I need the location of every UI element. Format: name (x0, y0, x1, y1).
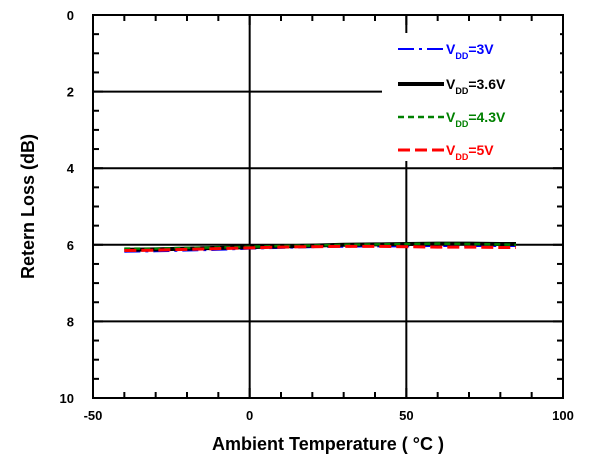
x-axis-title: Ambient Temperature ( °C ) (212, 434, 444, 454)
tick-label-layer: -50 0 50 100 0 2 4 6 8 10 (60, 8, 574, 423)
x-tick-label: 50 (399, 408, 413, 423)
y-tick-label: 2 (67, 85, 74, 100)
x-tick-label: -50 (84, 408, 103, 423)
legend-label-2: VDD=3.6V (446, 76, 506, 96)
legend-background (382, 33, 560, 161)
series-line-3 (124, 242, 517, 250)
legend-layer: VDD=3V VDD=3.6V VDD=4.3V VDD=5V (382, 33, 560, 162)
y-tick-label: 0 (67, 8, 74, 23)
legend-label-1: VDD=3V (446, 41, 494, 61)
y-tick-label: 10 (60, 391, 74, 406)
y-axis-title: Retern Loss (dB) (18, 134, 38, 279)
legend-label-3: VDD=4.3V (446, 109, 506, 129)
x-tick-label: 100 (552, 408, 574, 423)
series-layer (124, 241, 517, 253)
legend-label-4: VDD=5V (446, 142, 494, 162)
y-tick-label: 6 (67, 238, 74, 253)
y-tick-label: 8 (67, 314, 74, 329)
y-tick-label: 4 (67, 161, 75, 176)
x-tick-label: 0 (246, 408, 253, 423)
